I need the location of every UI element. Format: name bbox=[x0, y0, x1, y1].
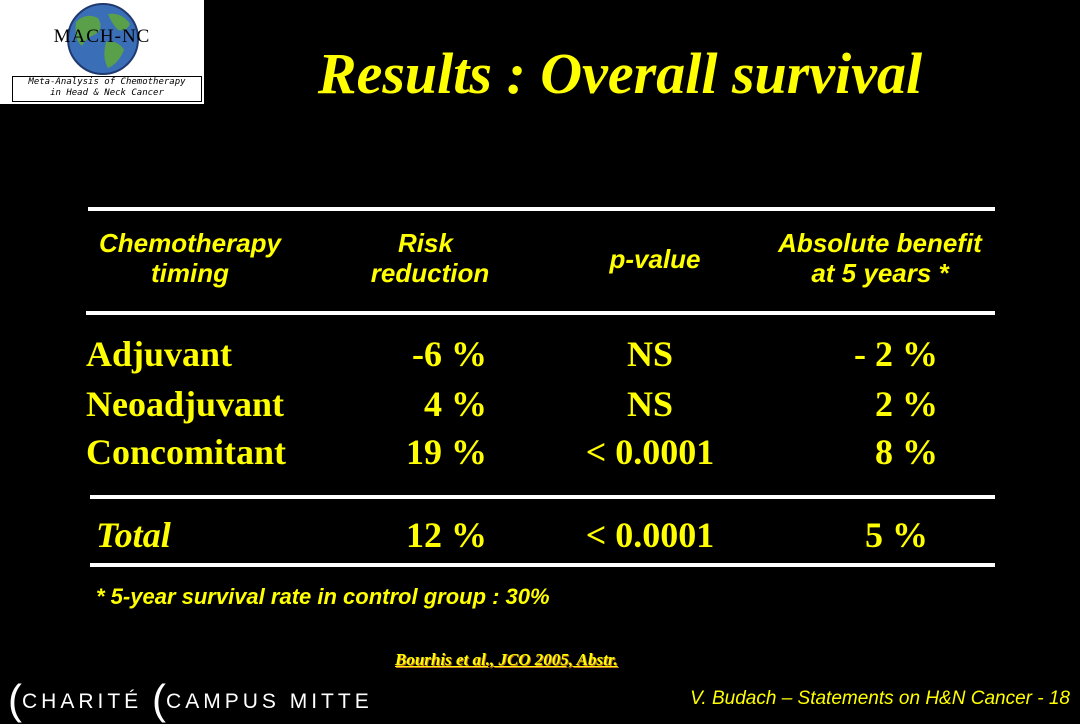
brand-word-charite: CHARITÉ bbox=[22, 690, 143, 713]
row-pvalue: NS bbox=[626, 334, 674, 374]
mach-nc-logo: MACH-NC Meta-Analysis of Chemotherapy in… bbox=[0, 0, 204, 104]
header-benefit-line1: Absolute benefit bbox=[778, 228, 982, 258]
logo-subtitle: Meta-Analysis of Chemotherapy in Head & … bbox=[12, 76, 202, 102]
footnote: * 5-year survival rate in control group … bbox=[96, 584, 550, 609]
brand-word-campus: CAMPUS MITTE bbox=[166, 690, 373, 713]
header-benefit-line2: at 5 years * bbox=[811, 258, 949, 288]
header-pvalue: p-value bbox=[609, 244, 701, 274]
total-risk: 12 % bbox=[406, 515, 487, 555]
brand-paren-1: ( bbox=[8, 676, 22, 723]
header-risk-line2: reduction bbox=[370, 258, 490, 288]
logo-subtitle-line2: in Head & Neck Cancer bbox=[50, 88, 164, 98]
row-benefit: 8 % bbox=[875, 432, 938, 472]
header-benefit: Absolute benefit at 5 years * bbox=[750, 228, 1010, 288]
total-label: Total bbox=[96, 515, 171, 555]
header-timing: Chemotherapy timing bbox=[70, 228, 310, 288]
header-timing-line1: Chemotherapy bbox=[98, 228, 282, 258]
logo-subtitle-line1: Meta-Analysis of Chemotherapy bbox=[28, 77, 186, 87]
total-bottom-rule bbox=[90, 563, 995, 567]
header-risk-line1: Risk bbox=[398, 228, 453, 258]
author-footer: V. Budach – Statements on H&N Cancer - 1… bbox=[690, 688, 1070, 709]
total-pvalue: < 0.0001 bbox=[585, 515, 715, 555]
total-benefit: 5 % bbox=[865, 515, 928, 555]
citation: Bourhis et al., JCO 2005, Abstr. bbox=[395, 650, 618, 669]
row-timing: Concomitant bbox=[86, 432, 286, 472]
row-timing: Neoadjuvant bbox=[86, 384, 285, 424]
row-timing: Adjuvant bbox=[86, 334, 233, 374]
row-risk: 4 % bbox=[424, 384, 487, 424]
row-risk: -6 % bbox=[412, 334, 487, 374]
globe-icon bbox=[67, 3, 139, 75]
row-risk: 19 % bbox=[406, 432, 487, 472]
row-benefit: - 2 % bbox=[854, 334, 938, 374]
header-bottom-rule bbox=[86, 311, 995, 315]
total-top-rule bbox=[90, 495, 995, 499]
logo-acronym: MACH-NC bbox=[53, 26, 151, 47]
table-top-rule bbox=[88, 207, 995, 211]
brand-paren-2: ( bbox=[152, 676, 167, 723]
charite-logo: (CHARITÉ (CAMPUS MITTE bbox=[8, 676, 373, 723]
slide-title: Results : Overall survival bbox=[317, 41, 923, 106]
header-timing-line2: timing bbox=[151, 258, 229, 288]
header-risk: Risk reduction bbox=[330, 228, 530, 288]
row-pvalue: NS bbox=[626, 384, 674, 424]
row-pvalue: < 0.0001 bbox=[585, 432, 715, 472]
row-benefit: 2 % bbox=[875, 384, 938, 424]
